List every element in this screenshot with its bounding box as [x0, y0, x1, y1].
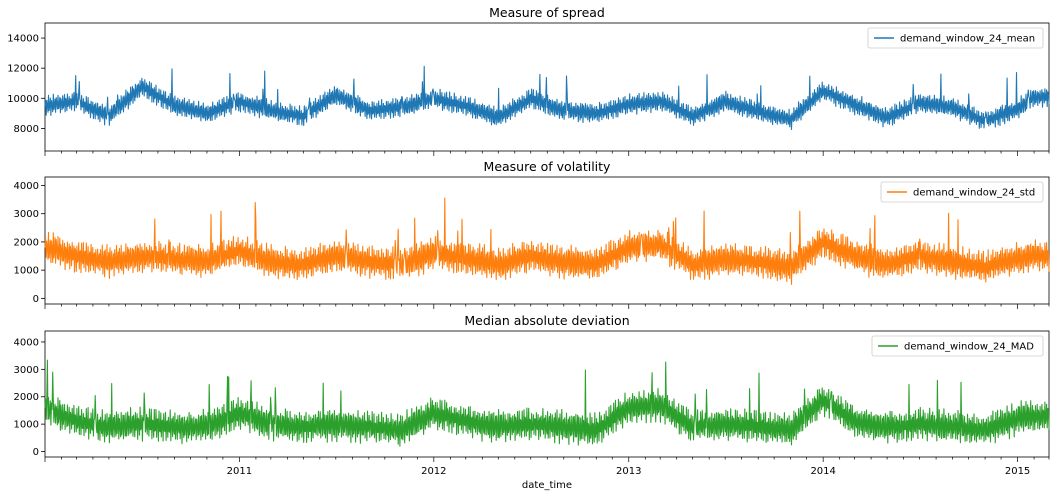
- mad-panel: Median absolute deviation 0 1000 2000 3000 40…: [14, 313, 1050, 491]
- y-tick-label: 10000: [7, 94, 39, 105]
- x-tick-label: 2012: [421, 466, 446, 477]
- x-tick-label: 2013: [616, 466, 641, 477]
- y-tick-label: 12000: [7, 64, 39, 75]
- y-tick-label: 8000: [14, 124, 39, 135]
- x-axis-label: date_time: [522, 480, 572, 491]
- y-tick-label: 2000: [14, 392, 39, 403]
- panel-title: Measure of spread: [489, 5, 605, 20]
- volatility-panel: Measure of volatility 0 1000 2000 3000 4000 de…: [14, 159, 1050, 309]
- y-tick-label: 2000: [14, 237, 39, 248]
- y-tick-label: 0: [33, 447, 39, 458]
- y-tick-label: 1000: [14, 420, 39, 431]
- y-tick-label: 0: [33, 294, 39, 305]
- y-tick-label: 4000: [14, 181, 39, 192]
- legend-entry: demand_window_24_mean: [900, 34, 1035, 45]
- y-tick-label: 3000: [14, 365, 39, 376]
- y-tick-label: 4000: [14, 337, 39, 348]
- panel-title: Measure of volatility: [484, 159, 612, 174]
- x-tick-label: 2011: [227, 466, 252, 477]
- series-line: [44, 65, 1050, 131]
- y-tick-label: 1000: [14, 266, 39, 277]
- y-tick-label: 14000: [7, 34, 39, 45]
- legend-entry: demand_window_24_MAD: [904, 342, 1034, 353]
- legend-box: [867, 27, 1044, 49]
- legend-box: [871, 335, 1044, 357]
- legend-entry: demand_window_24_std: [913, 188, 1035, 199]
- x-tick-label: 2014: [810, 466, 835, 477]
- series-line: [44, 359, 1050, 447]
- legend-box: [880, 181, 1044, 203]
- x-tick-label: 2015: [1005, 466, 1030, 477]
- spread-panel: Measure of spread 8000 10000 12000 14000 dema…: [7, 5, 1050, 156]
- y-tick-label: 3000: [14, 209, 39, 220]
- panel-title: Median absolute deviation: [464, 313, 629, 328]
- series-line: [44, 197, 1050, 285]
